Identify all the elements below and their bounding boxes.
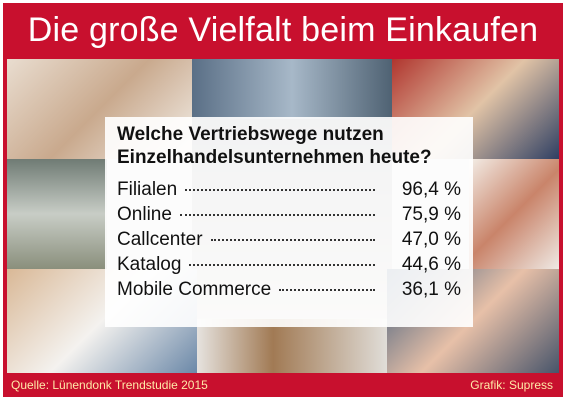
photo xyxy=(469,159,559,269)
row: Online 75,9 % xyxy=(117,202,461,227)
row-value: 47,0 % xyxy=(401,229,461,250)
row-value: 44,6 % xyxy=(401,254,461,275)
row-label: Callcenter xyxy=(117,229,203,250)
row: Filialen 96,4 % xyxy=(117,177,461,202)
dot-leader xyxy=(179,214,375,216)
dot-leader xyxy=(185,189,375,191)
footer: Quelle: Lünendonk Trendstudie 2015 Grafi… xyxy=(3,374,563,397)
title: Die große Vielfalt beim Einkaufen xyxy=(27,11,539,49)
row: Katalog 44,6 % xyxy=(117,252,461,277)
question: Welche Vertriebswege nutzen Einzelhandel… xyxy=(117,124,432,168)
photo xyxy=(197,319,387,373)
photo-collage: Welche Vertriebswege nutzen Einzelhandel… xyxy=(7,59,559,373)
row-value: 75,9 % xyxy=(401,204,461,225)
photo xyxy=(7,159,107,269)
credit: Grafik: Supress xyxy=(470,378,553,392)
photo xyxy=(192,59,392,119)
source: Quelle: Lünendonk Trendstudie 2015 xyxy=(11,378,208,392)
dot-leader xyxy=(189,264,375,266)
row-label: Mobile Commerce xyxy=(117,279,272,300)
row-label: Katalog xyxy=(117,254,182,275)
row-value: 36,1 % xyxy=(401,279,461,300)
frame: Die große Vielfalt beim Einkaufen Welche… xyxy=(3,3,563,397)
question-panel: Welche Vertriebswege nutzen Einzelhandel… xyxy=(105,117,473,327)
row-label: Filialen xyxy=(117,179,178,200)
row-value: 96,4 % xyxy=(401,179,461,200)
rows: Filialen 96,4 % Online 75,9 % Callcenter 47,0… xyxy=(117,177,461,302)
dot-leader xyxy=(279,289,375,291)
dot-leader xyxy=(210,239,375,241)
row: Callcenter 47,0 % xyxy=(117,227,461,252)
row: Mobile Commerce 36,1 % xyxy=(117,277,461,302)
row-label: Online xyxy=(117,204,172,225)
